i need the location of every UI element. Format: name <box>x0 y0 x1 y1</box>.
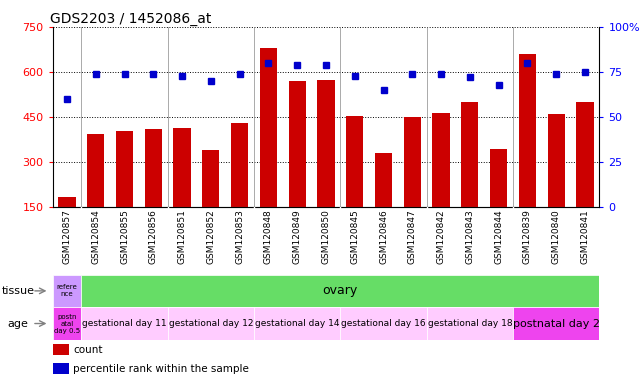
Text: GSM120844: GSM120844 <box>494 209 503 264</box>
Text: GSM120839: GSM120839 <box>523 209 532 264</box>
Bar <box>340 307 427 340</box>
Text: GDS2203 / 1452086_at: GDS2203 / 1452086_at <box>50 12 211 26</box>
Text: refere
nce: refere nce <box>56 285 78 297</box>
Text: postnatal day 2: postnatal day 2 <box>513 318 600 329</box>
Text: tissue: tissue <box>2 286 35 296</box>
Text: gestational day 14: gestational day 14 <box>255 319 340 328</box>
Bar <box>375 153 392 253</box>
Bar <box>202 150 219 253</box>
Bar <box>260 48 277 253</box>
Bar <box>87 134 104 253</box>
Bar <box>490 149 507 253</box>
Text: postn
atal
day 0.5: postn atal day 0.5 <box>54 313 80 334</box>
Text: age: age <box>8 318 29 329</box>
Bar <box>576 102 594 253</box>
Bar <box>53 363 69 374</box>
Bar <box>346 116 363 253</box>
Bar <box>317 79 335 253</box>
Bar <box>288 81 306 253</box>
Text: GSM120845: GSM120845 <box>350 209 359 264</box>
Bar <box>81 307 168 340</box>
Bar <box>58 197 76 253</box>
Bar <box>168 307 254 340</box>
Bar <box>433 113 450 253</box>
Bar <box>231 123 248 253</box>
Bar <box>254 307 340 340</box>
Text: GSM120842: GSM120842 <box>437 209 445 264</box>
Text: gestational day 16: gestational day 16 <box>341 319 426 328</box>
Text: GSM120857: GSM120857 <box>62 209 71 264</box>
Bar <box>116 131 133 253</box>
Bar <box>53 344 69 355</box>
Text: GSM120847: GSM120847 <box>408 209 417 264</box>
Bar <box>53 307 81 340</box>
Bar <box>53 275 81 307</box>
Bar <box>513 307 599 340</box>
Text: GSM120843: GSM120843 <box>465 209 474 264</box>
Text: percentile rank within the sample: percentile rank within the sample <box>73 364 249 374</box>
Text: GSM120856: GSM120856 <box>149 209 158 264</box>
Bar <box>462 102 478 253</box>
Text: gestational day 11: gestational day 11 <box>82 319 167 328</box>
Text: GSM120841: GSM120841 <box>581 209 590 264</box>
Text: GSM120846: GSM120846 <box>379 209 388 264</box>
Text: GSM120854: GSM120854 <box>91 209 100 264</box>
Text: GSM120840: GSM120840 <box>552 209 561 264</box>
Text: GSM120855: GSM120855 <box>120 209 129 264</box>
Text: ovary: ovary <box>322 285 358 297</box>
Text: GSM120852: GSM120852 <box>206 209 215 264</box>
Text: GSM120853: GSM120853 <box>235 209 244 264</box>
Text: GSM120851: GSM120851 <box>178 209 187 264</box>
Text: count: count <box>73 345 103 355</box>
Text: GSM120848: GSM120848 <box>264 209 273 264</box>
Bar <box>174 127 190 253</box>
Bar <box>519 54 536 253</box>
Bar <box>145 129 162 253</box>
Text: GSM120849: GSM120849 <box>293 209 302 264</box>
Bar <box>547 114 565 253</box>
Text: GSM120850: GSM120850 <box>321 209 331 264</box>
Bar <box>427 307 513 340</box>
Bar <box>404 117 421 253</box>
Text: gestational day 12: gestational day 12 <box>169 319 253 328</box>
Text: gestational day 18: gestational day 18 <box>428 319 512 328</box>
